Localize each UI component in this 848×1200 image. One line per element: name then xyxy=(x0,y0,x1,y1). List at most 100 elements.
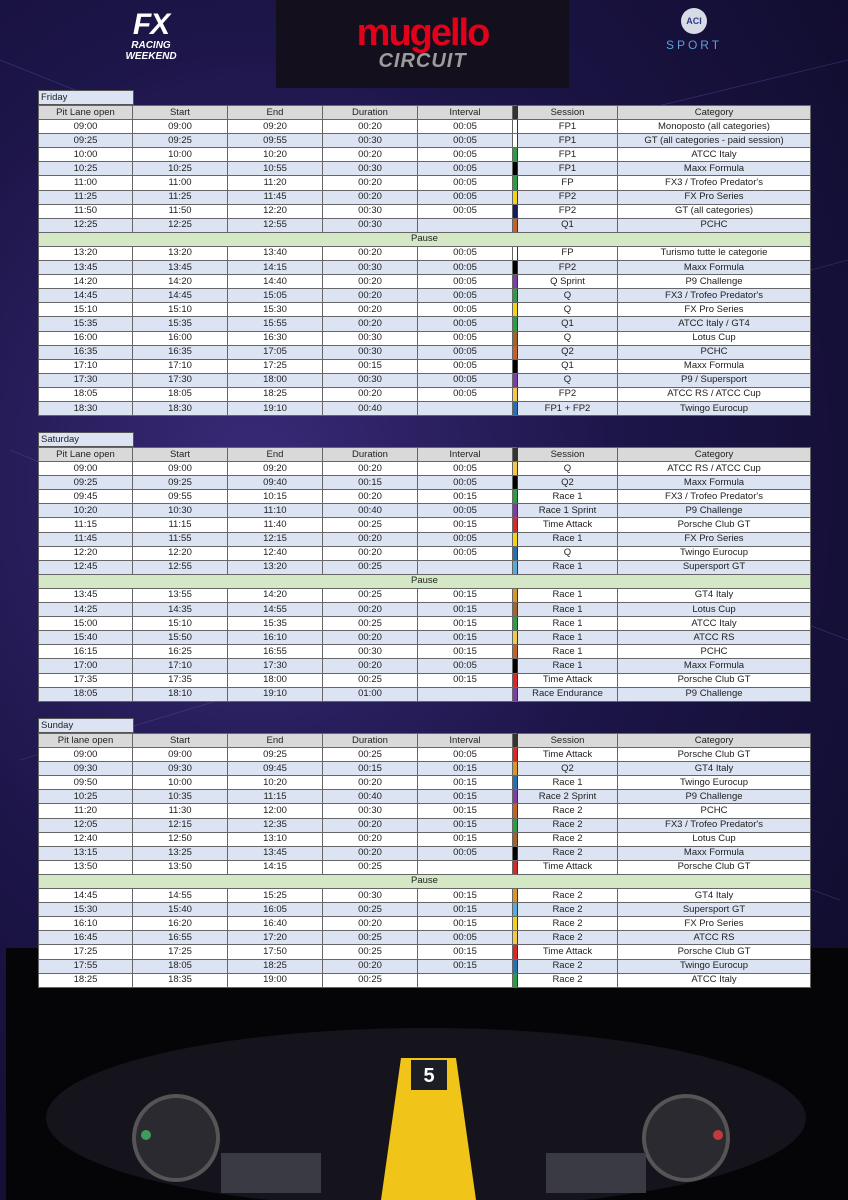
cell: Race 2 Sprint xyxy=(517,789,618,805)
cell: 00:05 xyxy=(417,175,513,191)
session-row: 18:25 18:35 19:00 00:25 Race 2 ATCC Italy xyxy=(38,972,811,988)
header-row: Pit Lane open Start End Duration Interval Ses… xyxy=(38,446,811,463)
cell: 14:20 xyxy=(132,274,228,290)
cell: 00:30 xyxy=(322,888,418,904)
cell: 13:10 xyxy=(227,831,323,847)
cell: 12:40 xyxy=(227,545,323,561)
cell: FX3 / Trofeo Predator's xyxy=(617,288,811,304)
cell: Lotus Cup xyxy=(617,602,811,618)
cell: Q1 xyxy=(517,217,618,233)
cell: 11:50 xyxy=(132,203,228,219)
cell: 13:50 xyxy=(38,859,133,875)
cell: 00:15 xyxy=(417,630,513,646)
pause-label: Pause xyxy=(38,573,811,589)
cell: Supersport GT xyxy=(617,559,811,575)
cell: FP1 xyxy=(517,119,618,135)
session-row: 09:00 09:00 09:20 00:20 00:05 FP1 Monoposto (a… xyxy=(38,119,811,135)
cell: 00:15 xyxy=(417,916,513,932)
cell: Q Sprint xyxy=(517,274,618,290)
session-row: 13:20 13:20 13:40 00:20 00:05 FP Turismo tutte… xyxy=(38,245,811,262)
schedule-table: Pit Lane open Start End Duration Interval Ses… xyxy=(38,446,811,702)
cell: 13:25 xyxy=(132,845,228,861)
cell: 00:15 xyxy=(417,803,513,819)
cell: Lotus Cup xyxy=(617,330,811,346)
cell: 14:40 xyxy=(227,274,323,290)
cell: 12:55 xyxy=(227,217,323,233)
cell: Race Endurance xyxy=(517,686,618,702)
cell: 11:40 xyxy=(227,517,323,533)
cell: 11:00 xyxy=(38,175,133,191)
cell: 00:20 xyxy=(322,461,418,477)
cell: FP xyxy=(517,175,618,191)
cell: FX Pro Series xyxy=(617,302,811,318)
cell: Twingo Eurocup xyxy=(617,545,811,561)
cell: Time Attack xyxy=(517,944,618,960)
cell: 17:55 xyxy=(38,958,133,974)
session-row: 17:25 17:25 17:50 00:25 00:15 Time Attack Pors… xyxy=(38,944,811,960)
cell: 13:50 xyxy=(132,859,228,875)
cell: 00:20 xyxy=(322,386,418,402)
cell: 09:30 xyxy=(132,761,228,777)
session-row: 17:55 18:05 18:25 00:20 00:15 Race 2 Twingo Eu… xyxy=(38,958,811,974)
cell: 00:05 xyxy=(417,245,513,262)
cell: Lotus Cup xyxy=(617,831,811,847)
cell: Race 2 xyxy=(517,845,618,861)
cell: 09:25 xyxy=(132,475,228,491)
cell: 00:15 xyxy=(417,616,513,632)
cell: 19:10 xyxy=(227,400,323,417)
cell: 18:05 xyxy=(132,958,228,974)
cell: 16:10 xyxy=(38,916,133,932)
cell: 17:30 xyxy=(227,658,323,674)
cell: 00:25 xyxy=(322,587,418,604)
cell: 10:20 xyxy=(227,147,323,163)
cell: 14:20 xyxy=(38,274,133,290)
cell: 00:20 xyxy=(322,119,418,135)
session-row: 16:15 16:25 16:55 00:30 00:15 Race 1 PCHC xyxy=(38,644,811,660)
cell: 00:25 xyxy=(322,616,418,632)
session-row: 09:50 10:00 10:20 00:20 00:15 Race 1 Twingo Eu… xyxy=(38,775,811,791)
cell: 16:00 xyxy=(38,330,133,346)
day-label: Sunday xyxy=(38,718,134,733)
cell: ATCC RS xyxy=(617,630,811,646)
column-header: Duration xyxy=(322,104,418,121)
cell: 00:30 xyxy=(322,217,418,233)
cell: ATCC Italy / GT4 xyxy=(617,316,811,332)
pause-row: Pause xyxy=(38,873,811,890)
cell: 11:20 xyxy=(227,175,323,191)
cell: 00:20 xyxy=(322,531,418,547)
cell: 15:30 xyxy=(38,902,133,918)
session-row: 09:00 09:00 09:20 00:20 00:05 Q ATCC RS / ATCC… xyxy=(38,461,811,477)
session-row: 09:30 09:30 09:45 00:15 00:15 Q2 GT4 Italy xyxy=(38,761,811,777)
cell: 17:30 xyxy=(132,372,228,388)
column-header: Start xyxy=(132,732,228,749)
session-row: 11:00 11:00 11:20 00:20 00:05 FP FX3 / Trofeo … xyxy=(38,175,811,191)
cell: 10:20 xyxy=(38,503,133,519)
column-header: Category xyxy=(617,732,811,749)
cell: Race 2 xyxy=(517,902,618,918)
cell: 13:45 xyxy=(132,260,228,276)
cell: Maxx Formula xyxy=(617,475,811,491)
session-row: 13:50 13:50 14:15 00:25 Time Attack Porsche C… xyxy=(38,859,811,875)
column-header: End xyxy=(227,104,323,121)
cell: 16:10 xyxy=(227,630,323,646)
cell: 10:35 xyxy=(132,789,228,805)
cell: 14:35 xyxy=(132,602,228,618)
cell: 00:20 xyxy=(322,288,418,304)
cell: 11:20 xyxy=(38,803,133,819)
cell: 00:15 xyxy=(417,602,513,618)
cell: 12:25 xyxy=(38,217,133,233)
session-row: 17:00 17:10 17:30 00:20 00:05 Race 1 Maxx Form… xyxy=(38,658,811,674)
cell: 14:25 xyxy=(38,602,133,618)
cell: 00:15 xyxy=(417,817,513,833)
cell: 00:05 xyxy=(417,330,513,346)
cell: 16:55 xyxy=(132,930,228,946)
session-row: 18:05 18:05 18:25 00:20 00:05 FP2 ATCC RS / AT… xyxy=(38,386,811,402)
cell: 11:45 xyxy=(38,531,133,547)
cell: Porsche Club GT xyxy=(617,747,811,763)
cell: 15:30 xyxy=(227,302,323,318)
cell: 16:05 xyxy=(227,902,323,918)
column-header: Session xyxy=(517,732,618,749)
cell: 00:05 xyxy=(417,372,513,388)
brand-subtitle: RACING WEEKEND xyxy=(125,40,177,62)
cell: 00:20 xyxy=(322,630,418,646)
